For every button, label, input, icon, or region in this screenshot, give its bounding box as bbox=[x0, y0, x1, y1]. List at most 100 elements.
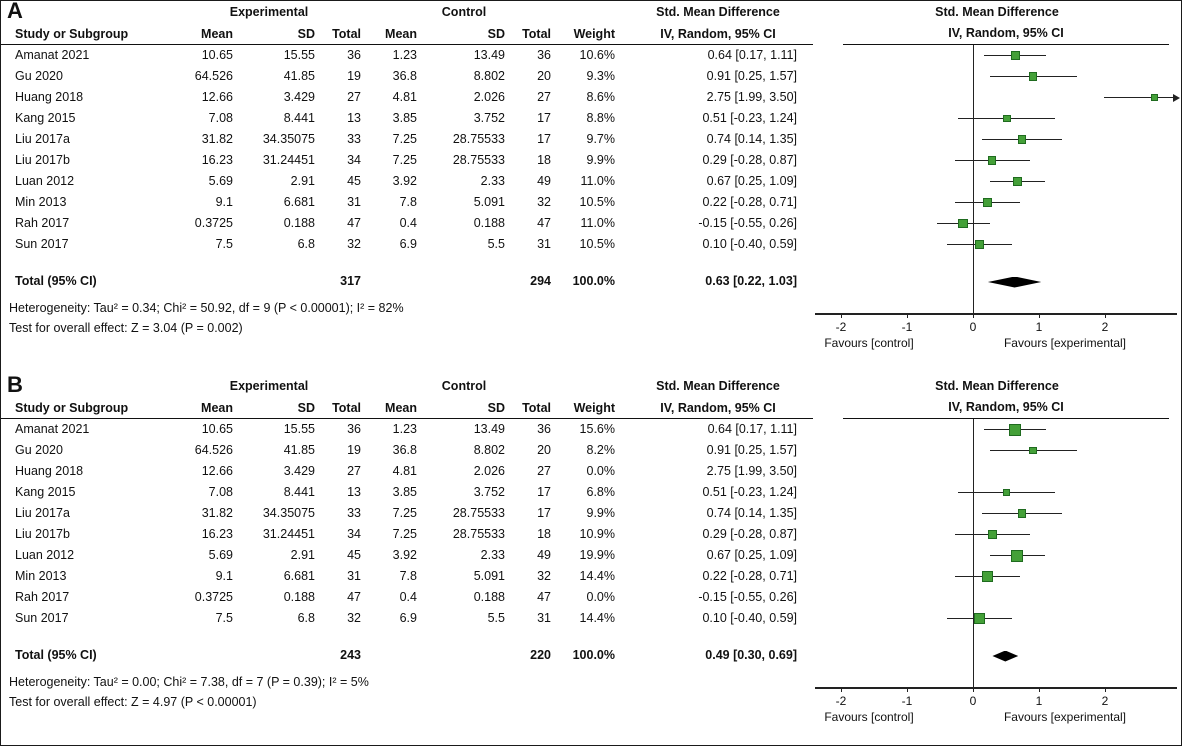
ci-text: 0.64 [0.17, 1.11] bbox=[707, 48, 797, 62]
axis-tick bbox=[1105, 687, 1106, 692]
sd-control: 13.49 bbox=[473, 48, 505, 62]
col-sd-ctl-header: SD bbox=[487, 27, 505, 41]
col-mean-exp-header: Mean bbox=[201, 401, 233, 415]
ci-text: 0.10 [-0.40, 0.59] bbox=[702, 237, 797, 251]
mean-experimental: 7.5 bbox=[215, 237, 233, 251]
axis-tick-label: -2 bbox=[835, 320, 847, 334]
mean-control: 6.9 bbox=[399, 611, 417, 625]
ci-text: 0.51 [-0.23, 1.24] bbox=[702, 111, 797, 125]
mean-experimental: 7.08 bbox=[208, 111, 233, 125]
study-row: Huang 2018 12.66 3.429 27 4.81 2.026 27 0.0% 2.7… bbox=[1, 461, 813, 482]
weight-value: 6.8% bbox=[586, 485, 616, 499]
axis-tick bbox=[1105, 313, 1106, 318]
total-experimental: 19 bbox=[347, 443, 361, 457]
total-label: Total (95% CI) bbox=[15, 274, 97, 288]
total-control: 20 bbox=[537, 443, 551, 457]
mean-experimental: 12.66 bbox=[201, 90, 233, 104]
sd-control: 8.802 bbox=[473, 443, 505, 457]
total-control: 27 bbox=[537, 90, 551, 104]
total-experimental: 34 bbox=[347, 153, 361, 167]
study-name: Sun 2017 bbox=[15, 237, 69, 251]
axis-tick-label: -2 bbox=[835, 694, 847, 708]
smd-column-header: Std. Mean Difference bbox=[656, 379, 780, 393]
sd-experimental: 2.91 bbox=[290, 548, 315, 562]
sd-control: 28.75533 bbox=[452, 506, 505, 520]
mean-experimental: 5.69 bbox=[208, 548, 233, 562]
favours-left-label: Favours [control] bbox=[824, 336, 914, 350]
col-total-ctl-header: Total bbox=[522, 27, 551, 41]
favours-right-label: Favours [experimental] bbox=[1003, 710, 1127, 724]
table-group-header: Experimental Control Std. Mean Difference bbox=[1, 1, 813, 23]
total-control: 17 bbox=[537, 506, 551, 520]
axis-tick bbox=[1039, 313, 1040, 318]
heterogeneity-text: Heterogeneity: Tau² = 0.34; Chi² = 50.92… bbox=[9, 301, 404, 315]
effect-marker bbox=[983, 197, 992, 207]
mean-control: 3.92 bbox=[392, 174, 417, 188]
total-control: 36 bbox=[537, 48, 551, 62]
mean-control: 0.4 bbox=[399, 590, 417, 604]
col-mean-ctl-header: Mean bbox=[385, 401, 417, 415]
study-row: Sun 2017 7.5 6.8 32 6.9 5.5 31 14.4% 0.10 [-0.40… bbox=[1, 608, 813, 629]
total-experimental: 33 bbox=[347, 506, 361, 520]
ci-text: 0.64 [0.17, 1.11] bbox=[707, 422, 797, 436]
row-spacer bbox=[1, 629, 813, 645]
weight-value: 9.7% bbox=[586, 132, 616, 146]
mean-control: 4.81 bbox=[392, 90, 417, 104]
smd-column-header: Std. Mean Difference bbox=[656, 5, 780, 19]
table-area: Experimental Control Std. Mean Difference S… bbox=[1, 1, 813, 338]
sd-experimental: 34.35075 bbox=[262, 506, 315, 520]
total-experimental: 31 bbox=[347, 569, 361, 583]
mean-experimental: 7.5 bbox=[215, 611, 233, 625]
total-experimental: 34 bbox=[347, 527, 361, 541]
total-n-control: 294 bbox=[530, 274, 551, 288]
sd-experimental: 6.8 bbox=[297, 611, 315, 625]
study-rows: Amanat 2021 10.65 15.55 36 1.23 13.49 36 15.6% 0… bbox=[1, 419, 813, 629]
study-name: Liu 2017b bbox=[15, 527, 70, 541]
mean-experimental: 64.526 bbox=[194, 69, 233, 83]
total-control: 31 bbox=[537, 237, 551, 251]
mean-control: 3.85 bbox=[392, 111, 417, 125]
study-row: Liu 2017a 31.82 34.35075 33 7.25 28.75533 17 9.… bbox=[1, 129, 813, 150]
col-sd-ctl-header: SD bbox=[487, 401, 505, 415]
axis-tick bbox=[973, 687, 974, 692]
sd-control: 8.802 bbox=[473, 69, 505, 83]
study-name: Gu 2020 bbox=[15, 69, 63, 83]
col-total-exp-header: Total bbox=[332, 27, 361, 41]
study-row: Amanat 2021 10.65 15.55 36 1.23 13.49 36 15.6% 0… bbox=[1, 419, 813, 440]
study-row: Rah 2017 0.3725 0.188 47 0.4 0.188 47 11.0% -0.1… bbox=[1, 213, 813, 234]
study-row: Kang 2015 7.08 8.441 13 3.85 3.752 17 6.8% 0.51 … bbox=[1, 482, 813, 503]
ci-clip-arrow-icon bbox=[1173, 93, 1180, 102]
control-group-header: Control bbox=[441, 5, 487, 19]
study-name: Gu 2020 bbox=[15, 443, 63, 457]
effect-marker bbox=[1011, 549, 1024, 562]
weight-value: 9.3% bbox=[586, 69, 616, 83]
effect-marker bbox=[1150, 93, 1159, 102]
ci-text: 0.91 [0.25, 1.57] bbox=[706, 69, 797, 83]
favours-right-label: Favours [experimental] bbox=[1003, 336, 1127, 350]
experimental-group-header: Experimental bbox=[229, 379, 309, 393]
total-experimental: 31 bbox=[347, 195, 361, 209]
col-sd-exp-header: SD bbox=[297, 27, 315, 41]
control-group-header: Control bbox=[441, 379, 487, 393]
total-experimental: 45 bbox=[347, 548, 361, 562]
ci-text: -0.15 [-0.55, 0.26] bbox=[698, 590, 797, 604]
mean-control: 7.8 bbox=[399, 569, 417, 583]
study-name: Amanat 2021 bbox=[15, 48, 90, 62]
row-spacer bbox=[1, 255, 813, 271]
axis-tick bbox=[1039, 687, 1040, 692]
total-experimental: 47 bbox=[347, 590, 361, 604]
mean-control: 1.23 bbox=[392, 422, 417, 436]
total-control: 17 bbox=[537, 485, 551, 499]
axis-tick bbox=[973, 313, 974, 318]
study-row: Gu 2020 64.526 41.85 19 36.8 8.802 20 8.2% 0.91 … bbox=[1, 440, 813, 461]
study-row: Huang 2018 12.66 3.429 27 4.81 2.026 27 8.6% 2.7… bbox=[1, 87, 813, 108]
axis-tick-label: -1 bbox=[901, 694, 913, 708]
col-ci-header: IV, Random, 95% CI bbox=[660, 27, 776, 41]
weight-value: 8.6% bbox=[586, 90, 616, 104]
overall-effect-text: Test for overall effect: Z = 3.04 (P = 0… bbox=[9, 321, 243, 335]
mean-experimental: 31.82 bbox=[201, 506, 233, 520]
mean-experimental: 9.1 bbox=[215, 569, 233, 583]
study-name: Amanat 2021 bbox=[15, 422, 90, 436]
mean-experimental: 10.65 bbox=[201, 48, 233, 62]
study-name: Rah 2017 bbox=[15, 216, 70, 230]
